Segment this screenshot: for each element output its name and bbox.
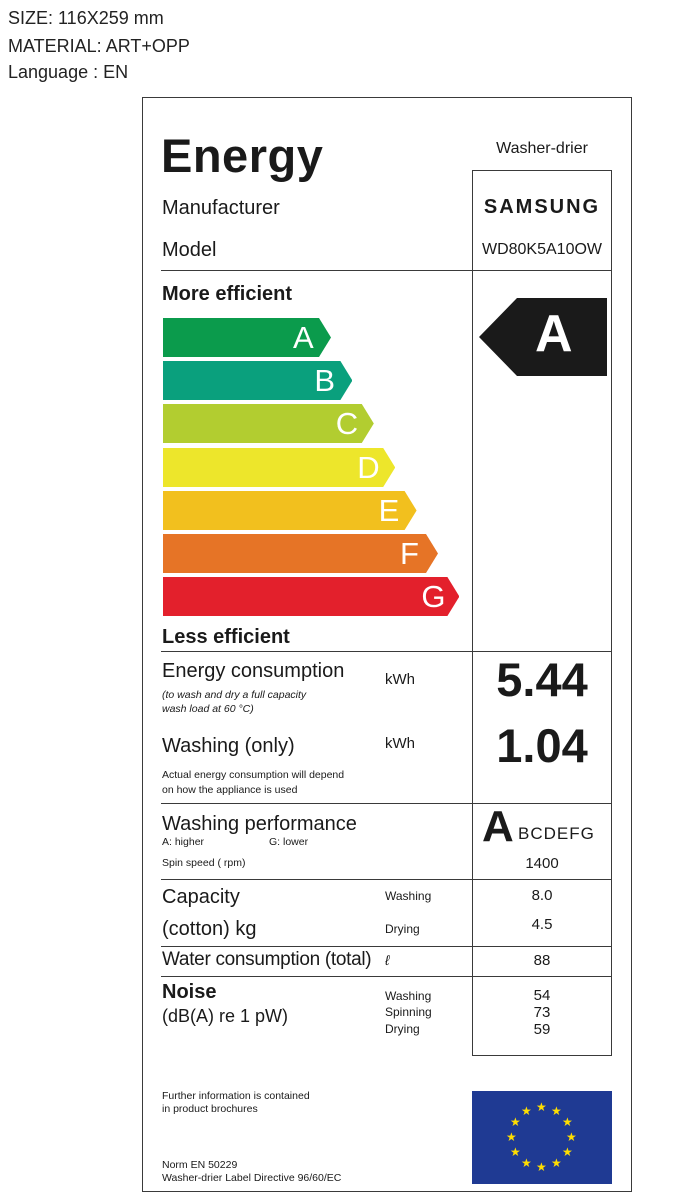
eu-flag-icon: ★ ★ ★ ★ ★ ★ ★ ★ ★ ★ ★ ★	[472, 1091, 612, 1184]
energy-label: Energy Washer-drier Manufacturer SAMSUNG…	[142, 97, 632, 1192]
efficiency-bar-letter: C	[335, 406, 359, 442]
star-icon: ★	[510, 1115, 521, 1129]
washing-only-value: 1.04	[496, 719, 588, 772]
efficiency-bar-b: B	[163, 361, 353, 401]
efficiency-bar-g: G	[163, 577, 460, 617]
washing-only-note-2: on how the appliance is used	[162, 784, 298, 796]
noise-label: Noise	[162, 981, 217, 1003]
spec-language: Language : EN	[8, 62, 129, 82]
star-icon: ★	[506, 1130, 517, 1144]
energy-consumption-label: Energy consumption	[162, 660, 345, 682]
energy-note-1: (to wash and dry a full capacity	[162, 689, 307, 701]
efficiency-bar-letter: B	[314, 363, 336, 399]
star-icon: ★	[510, 1145, 521, 1159]
star-icon: ★	[561, 1115, 573, 1129]
rating-letter: A	[535, 305, 573, 363]
efficiency-bar-letter: G	[421, 579, 446, 615]
performance-higher: A: higher	[162, 836, 205, 848]
norm-text: Norm EN 50229	[162, 1159, 238, 1171]
model-value: WD80K5A10OW	[481, 241, 603, 258]
washing-only-label: Washing (only)	[162, 735, 295, 757]
star-icon: ★	[536, 1160, 547, 1174]
manufacturer-value: SAMSUNG	[483, 196, 601, 218]
rating-arrow: A	[479, 298, 607, 376]
noise-washing-label: Washing	[385, 989, 432, 1003]
divider	[472, 170, 612, 171]
water-label: Water consumption (total)	[162, 949, 372, 970]
noise-drying-label: Drying	[385, 1022, 420, 1036]
directive-text: Washer-drier Label Directive 96/60/EC	[162, 1172, 342, 1184]
star-icon: ★	[561, 1145, 573, 1159]
star-icon: ★	[521, 1155, 532, 1170]
capacity-label: Capacity	[162, 886, 240, 908]
energy-unit: kWh	[385, 671, 415, 688]
spec-size: SIZE: 116X259 mm	[8, 8, 164, 28]
further-info-2: in product brochures	[162, 1103, 258, 1115]
washing-performance-label: Washing performance	[162, 813, 357, 835]
efficiency-bar-letter: D	[357, 449, 380, 485]
appliance-type: Washer-drier	[496, 140, 588, 157]
divider	[161, 879, 612, 880]
capacity-drying-label: Drying	[385, 922, 420, 936]
divider	[161, 803, 612, 804]
divider	[161, 270, 612, 271]
efficiency-bar-a: A	[163, 318, 331, 358]
efficiency-bar-letter: F	[400, 536, 419, 571]
spec-material: MATERIAL: ART+OPP	[8, 36, 190, 56]
noise-drying-value: 59	[533, 1021, 551, 1038]
water-value: 88	[533, 952, 551, 969]
less-efficient-label: Less efficient	[162, 626, 290, 648]
noise-washing-value: 54	[533, 987, 551, 1004]
performance-scale: BCDEFG	[518, 824, 595, 843]
efficiency-bar-c: C	[163, 404, 374, 444]
divider	[161, 946, 612, 947]
spin-speed-label: Spin speed ( rpm)	[162, 857, 246, 869]
efficiency-bar-f: F	[163, 534, 438, 574]
further-info-1: Further information is contained	[162, 1090, 310, 1102]
column-divider	[611, 170, 612, 1056]
divider	[472, 1055, 612, 1056]
performance-lower: G: lower	[269, 836, 309, 848]
capacity-washing-value: 8.0	[531, 887, 553, 904]
spin-speed-value: 1400	[525, 855, 559, 872]
energy-value: 5.44	[496, 653, 588, 706]
noise-spinning-value: 73	[533, 1004, 551, 1021]
star-icon: ★	[521, 1104, 532, 1119]
star-icon: ★	[551, 1104, 562, 1119]
washing-only-note-1: Actual energy consumption will depend	[162, 769, 345, 781]
label-title: Energy	[161, 129, 324, 182]
star-icon: ★	[551, 1155, 562, 1170]
efficiency-bar-letter: A	[293, 320, 314, 355]
noise-spinning-label: Spinning	[385, 1005, 432, 1019]
column-divider	[472, 170, 473, 1056]
performance-big-letter: A	[482, 802, 514, 851]
efficiency-bar-e: E	[163, 490, 417, 531]
star-icon: ★	[566, 1130, 577, 1144]
washing-only-unit: kWh	[385, 735, 415, 752]
capacity-unit-label: (cotton) kg	[162, 918, 257, 940]
energy-note-2: wash load at 60 °C)	[162, 703, 254, 715]
water-unit: ℓ	[385, 952, 390, 968]
model-label: Model	[162, 239, 217, 261]
divider	[161, 651, 612, 652]
noise-unit-label: (dB(A) re 1 pW)	[162, 1006, 289, 1026]
star-icon: ★	[536, 1100, 547, 1114]
efficiency-bar-letter: E	[378, 492, 400, 528]
capacity-drying-value: 4.5	[531, 916, 553, 933]
manufacturer-label: Manufacturer	[162, 197, 280, 219]
efficiency-bar-d: D	[163, 447, 396, 488]
divider	[161, 976, 612, 977]
more-efficient-label: More efficient	[162, 283, 293, 305]
capacity-washing-label: Washing	[385, 889, 432, 903]
